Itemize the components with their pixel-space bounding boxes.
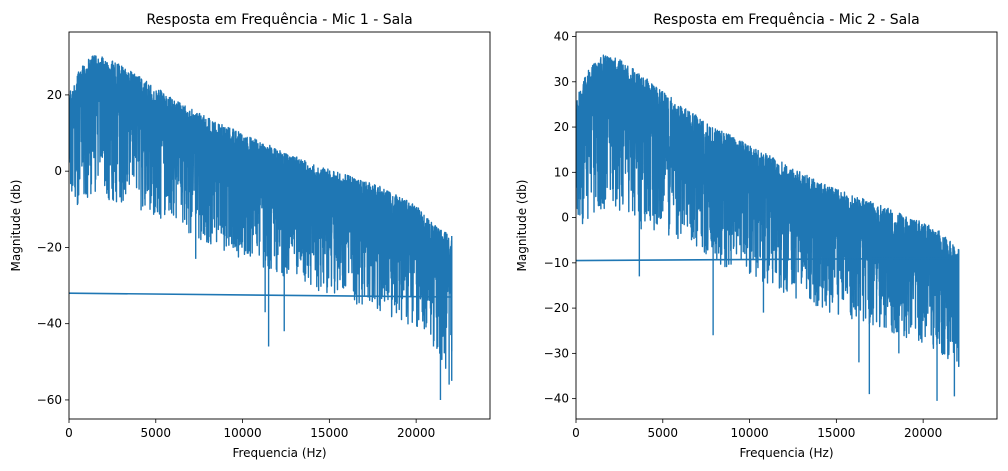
y-axis-label: Magnitude (db) xyxy=(515,180,529,272)
x-tick-label: 5000 xyxy=(141,426,172,440)
y-axis-ticks: −60 −40 −20 0 20 xyxy=(37,88,69,407)
x-tick-label: 0 xyxy=(572,426,580,440)
x-axis-ticks: 0 5000 10000 15000 20000 xyxy=(65,419,435,440)
chart-panel-mic2: Resposta em Frequência - Mic 2 - Sala 0 5… xyxy=(515,12,998,460)
x-axis-label: Frequencia (Hz) xyxy=(739,446,833,460)
plot-area xyxy=(576,54,960,401)
y-tick-label: 30 xyxy=(554,75,569,89)
axes-frame xyxy=(68,31,491,420)
y-tick-label: 0 xyxy=(561,211,569,225)
y-tick-label: 40 xyxy=(554,30,569,44)
chart-panel-mic1: Resposta em Frequência - Mic 1 - Sala 0 5… xyxy=(9,12,491,460)
x-tick-label: 20000 xyxy=(904,426,942,440)
y-tick-label: 20 xyxy=(47,88,62,102)
y-tick-label: −60 xyxy=(37,393,62,407)
flat-series-line xyxy=(69,292,452,298)
plot-area xyxy=(69,55,453,400)
y-tick-label: −20 xyxy=(37,240,62,254)
x-axis-ticks: 0 5000 10000 15000 20000 xyxy=(572,419,942,440)
axes-frame xyxy=(575,31,998,420)
flat-series-line xyxy=(576,257,959,262)
y-tick-label: −10 xyxy=(544,256,569,270)
x-tick-label: 20000 xyxy=(397,426,435,440)
x-tick-label: 5000 xyxy=(648,426,679,440)
y-axis-label: Magnitude (db) xyxy=(9,180,23,272)
x-tick-label: 15000 xyxy=(817,426,855,440)
y-tick-label: −40 xyxy=(544,392,569,406)
x-tick-label: 0 xyxy=(65,426,73,440)
x-tick-label: 15000 xyxy=(310,426,348,440)
y-tick-label: 0 xyxy=(54,164,62,178)
spectrum-series-line xyxy=(69,55,453,400)
y-tick-label: −20 xyxy=(544,301,569,315)
x-tick-label: 10000 xyxy=(223,426,261,440)
y-tick-label: 20 xyxy=(554,120,569,134)
x-tick-label: 10000 xyxy=(730,426,768,440)
y-tick-label: −30 xyxy=(544,346,569,360)
chart-title: Resposta em Frequência - Mic 2 - Sala xyxy=(653,12,919,28)
y-tick-label: 10 xyxy=(554,165,569,179)
chart-title: Resposta em Frequência - Mic 1 - Sala xyxy=(146,12,412,28)
x-axis-label: Frequencia (Hz) xyxy=(232,446,326,460)
y-axis-ticks: −40 −30 −20 −10 0 10 20 30 40 xyxy=(544,30,576,406)
y-tick-label: −40 xyxy=(37,317,62,331)
